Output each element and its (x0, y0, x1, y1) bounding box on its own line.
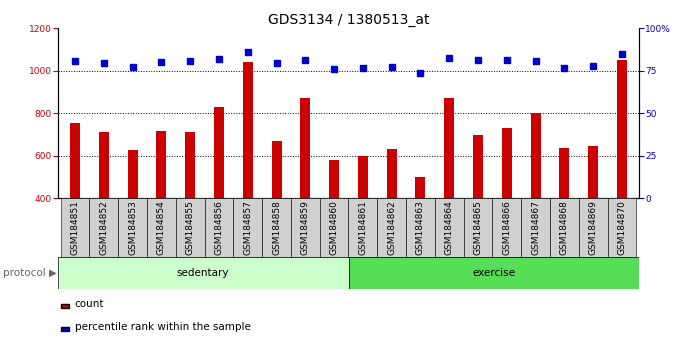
Bar (99, 132, 109, 198)
FancyBboxPatch shape (348, 257, 639, 289)
Text: GSM184870: GSM184870 (617, 200, 626, 255)
Bar (128, 150, 137, 198)
Bar (415, 177, 426, 198)
Bar (214, 107, 224, 198)
Bar (588, 146, 598, 198)
Text: GSM184862: GSM184862 (387, 200, 396, 255)
Bar (530, 113, 541, 198)
FancyBboxPatch shape (579, 198, 607, 257)
FancyBboxPatch shape (435, 198, 464, 257)
FancyBboxPatch shape (233, 198, 262, 257)
FancyBboxPatch shape (262, 198, 291, 257)
Text: GSM184859: GSM184859 (301, 200, 310, 255)
Bar (473, 135, 483, 198)
Bar (185, 132, 195, 198)
FancyBboxPatch shape (118, 198, 147, 257)
FancyBboxPatch shape (61, 198, 90, 257)
FancyBboxPatch shape (320, 198, 348, 257)
FancyBboxPatch shape (58, 257, 348, 289)
FancyBboxPatch shape (492, 198, 521, 257)
FancyBboxPatch shape (147, 198, 176, 257)
Text: exercise: exercise (473, 268, 515, 278)
Text: GSM184855: GSM184855 (186, 200, 194, 255)
FancyBboxPatch shape (377, 198, 406, 257)
Text: GSM184854: GSM184854 (157, 200, 166, 255)
Bar (156, 131, 167, 198)
Text: GSM184866: GSM184866 (503, 200, 511, 255)
Text: GSM184869: GSM184869 (589, 200, 598, 255)
Bar (387, 149, 396, 198)
FancyBboxPatch shape (464, 198, 492, 257)
Text: percentile rank within the sample: percentile rank within the sample (75, 322, 251, 332)
Text: GSM184856: GSM184856 (214, 200, 224, 255)
Text: GSM184853: GSM184853 (128, 200, 137, 255)
Text: sedentary: sedentary (177, 268, 229, 278)
Bar (502, 128, 512, 198)
Text: protocol ▶: protocol ▶ (3, 268, 57, 278)
FancyBboxPatch shape (406, 198, 435, 257)
Bar (301, 98, 310, 198)
Bar (617, 60, 627, 198)
Bar (70, 123, 80, 198)
Text: GSM184861: GSM184861 (358, 200, 367, 255)
FancyBboxPatch shape (521, 198, 550, 257)
Bar (444, 98, 454, 198)
FancyBboxPatch shape (607, 198, 636, 257)
FancyBboxPatch shape (348, 198, 377, 257)
Bar (329, 160, 339, 198)
FancyBboxPatch shape (291, 198, 320, 257)
Text: GSM184858: GSM184858 (272, 200, 281, 255)
Bar (243, 62, 253, 198)
Text: GSM184864: GSM184864 (445, 200, 454, 255)
FancyBboxPatch shape (205, 198, 233, 257)
FancyBboxPatch shape (176, 198, 205, 257)
Text: GSM184868: GSM184868 (560, 200, 569, 255)
FancyBboxPatch shape (90, 198, 118, 257)
Text: GSM184860: GSM184860 (330, 200, 339, 255)
Bar (271, 141, 282, 198)
Text: GSM184857: GSM184857 (243, 200, 252, 255)
Title: GDS3134 / 1380513_at: GDS3134 / 1380513_at (268, 13, 429, 27)
Text: count: count (75, 299, 104, 309)
Text: GSM184863: GSM184863 (416, 200, 425, 255)
Bar (358, 156, 368, 198)
FancyBboxPatch shape (550, 198, 579, 257)
Text: GSM184851: GSM184851 (71, 200, 80, 255)
Text: GSM184852: GSM184852 (99, 200, 108, 255)
Text: GSM184865: GSM184865 (473, 200, 483, 255)
Text: GSM184867: GSM184867 (531, 200, 540, 255)
Bar (560, 148, 569, 198)
